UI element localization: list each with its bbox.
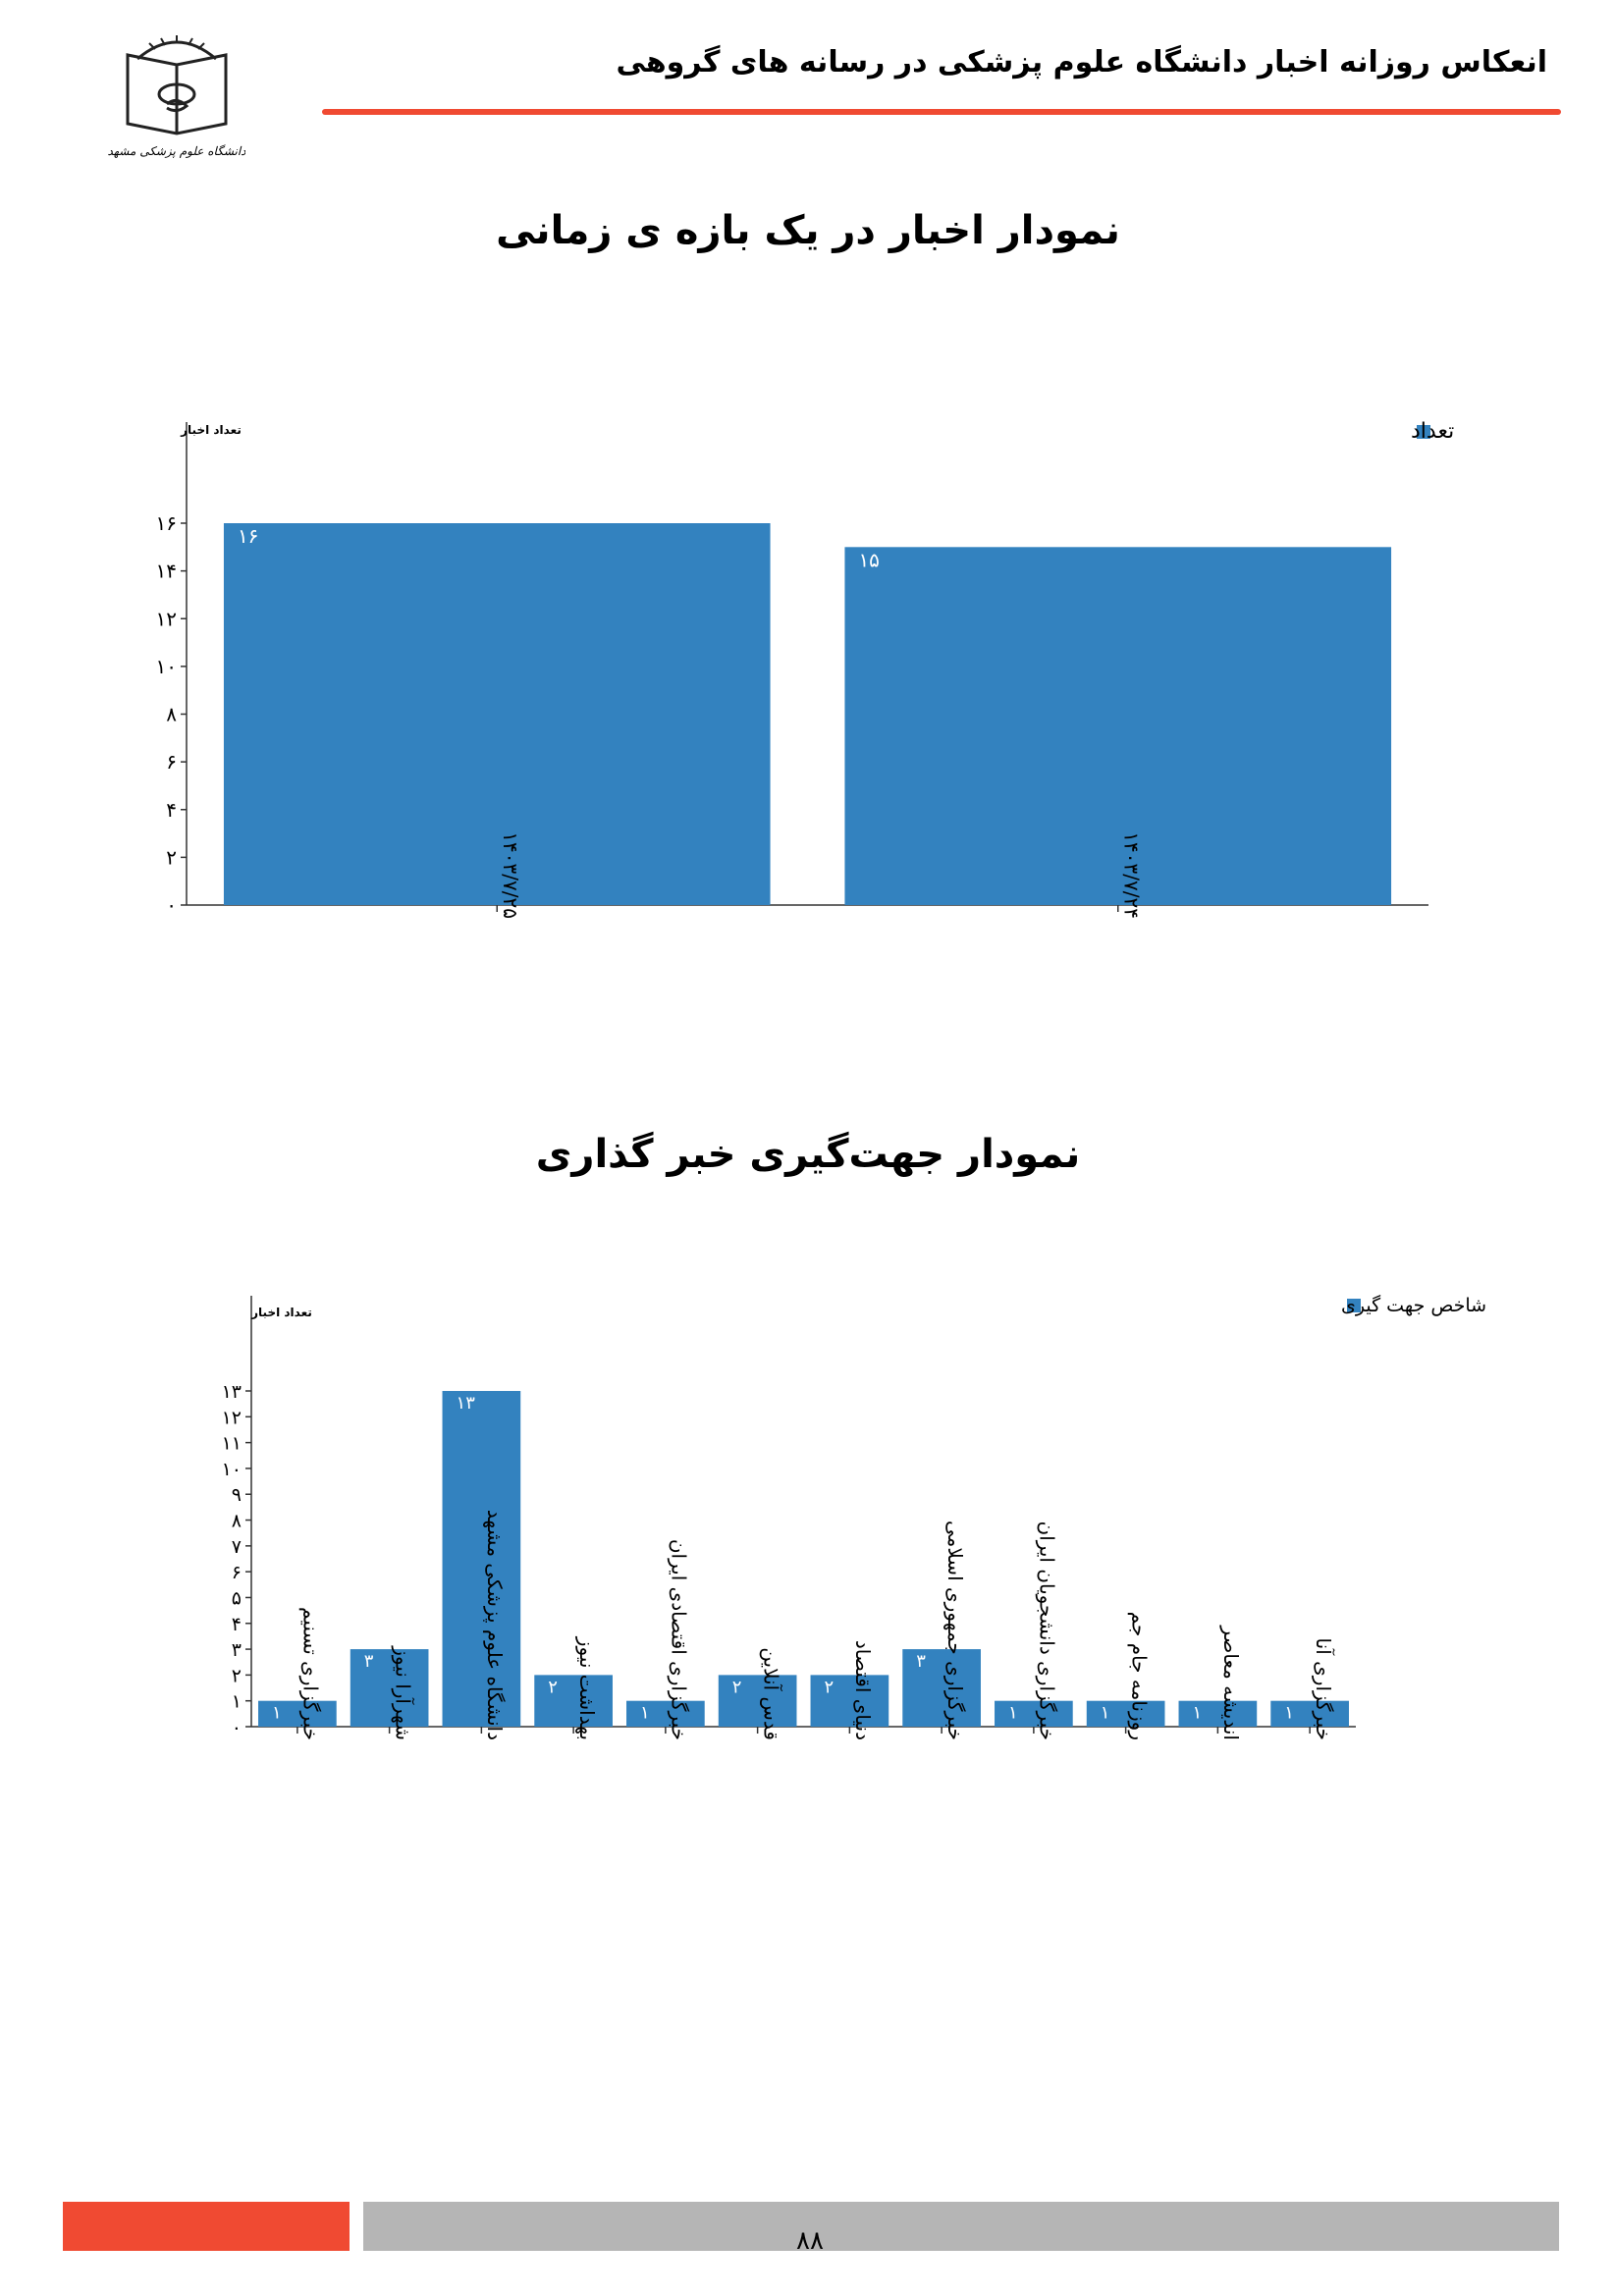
chart-2-category-label: خبرگزاری اقتصادی ایران xyxy=(668,1539,691,1740)
chart-2-y-tick-label: ۰ xyxy=(232,1717,242,1738)
chart-1-y-tick-label: ۶ xyxy=(166,750,177,774)
chart-2-y-tick-label: ۹ xyxy=(232,1484,242,1506)
chart-1-bar xyxy=(844,547,1392,905)
chart-1-title: نمودار اخبار در یک بازه ی زمانی xyxy=(496,208,1120,253)
chart-1-data-label: ۱۶ xyxy=(238,524,258,548)
chart-2-legend-label: شاخص جهت گیری xyxy=(1341,1294,1486,1316)
chart-2-category-label: اندیشه معاصر xyxy=(1219,1625,1243,1740)
logo-caption: دانشگاه علوم پزشکی مشهد xyxy=(108,144,245,158)
chart-2-y-tick-label: ۲ xyxy=(232,1665,242,1686)
chart-1: ۰ ۲ ۴ ۶ ۸ ۱۰ ۱۲ ۱۴ ۱۶ تعداد اخبار ۱۶ ۱۴۰۳/۷/۲۵ ۱۵ ۱۴۰… xyxy=(156,419,1455,919)
chart-2-legend-swatch xyxy=(1347,1299,1361,1312)
chart-1-y-tick-label: ۱۲ xyxy=(156,607,177,630)
chart-2-bar xyxy=(534,1675,613,1727)
chart-2-y-tick-label: ۵ xyxy=(232,1587,242,1609)
chart-2-y-tick-label: ۴ xyxy=(232,1614,242,1635)
chart-1-y-axis-label: تعداد اخبار xyxy=(180,423,242,437)
chart-2-category-label: روزنامه جام جم xyxy=(1127,1612,1151,1740)
chart-2-data-label: ۱ xyxy=(1284,1703,1294,1724)
chart-2-bar xyxy=(1178,1700,1258,1727)
chart-2-data-label: ۱ xyxy=(272,1703,282,1724)
chart-2-data-label: ۳ xyxy=(364,1651,374,1672)
chart-2-y-tick-label: ۱۰ xyxy=(222,1459,242,1480)
chart-1-legend-swatch xyxy=(1417,425,1430,439)
chart-1-category-label: ۱۴۰۳/۷/۲۵ xyxy=(499,831,522,919)
chart-2-category-label: بهداشت نیوز xyxy=(575,1636,599,1740)
chart-2-y-tick-label: ۳ xyxy=(232,1639,242,1661)
chart-2-data-label: ۱ xyxy=(1008,1703,1018,1724)
chart-1-data-label: ۱۵ xyxy=(858,548,879,571)
chart-1-y-tick-label: ۴ xyxy=(166,798,177,822)
chart-2-bar xyxy=(810,1675,889,1727)
chart-2-title: نمودار جهت‌گیری خبر گذاری xyxy=(535,1132,1081,1177)
chart-2-category-label: قدس آنلاین xyxy=(759,1647,783,1740)
chart-2-data-label: ۲ xyxy=(825,1677,835,1697)
chart-2-category-label: خبرگزاری تسنیم xyxy=(299,1607,323,1740)
chart-2-category-label: خبرگزاری آنا xyxy=(1312,1638,1336,1740)
chart-2-category-label: شهرآرا نیوز xyxy=(391,1645,415,1740)
header-divider xyxy=(322,109,1561,115)
chart-2-y-tick-label: ۶ xyxy=(232,1562,242,1583)
chart-2-y-tick-label: ۱۳ xyxy=(222,1381,242,1403)
footer-accent-bar xyxy=(63,2202,350,2251)
chart-1-y-tick-label: ۸ xyxy=(166,703,177,726)
chart-1-y-tick-label: ۱۴ xyxy=(156,560,177,583)
chart-2-data-label: ۱ xyxy=(1101,1703,1110,1724)
chart-2-data-label: ۱ xyxy=(1193,1703,1203,1724)
chart-1-y-tick-label: ۰ xyxy=(166,893,177,917)
chart-2-bar xyxy=(258,1700,337,1727)
chart-2-category-label: دانشگاه علوم پزشکی مشهد xyxy=(482,1510,507,1740)
chart-2-bar xyxy=(626,1700,705,1727)
chart-2-y-tick-label: ۷ xyxy=(232,1536,242,1558)
chart-2-bar xyxy=(442,1391,521,1727)
chart-1-category-label: ۱۴۰۳/۷/۲۴ xyxy=(1119,831,1143,919)
chart-2-bar xyxy=(718,1675,797,1727)
chart-2-data-label: ۲ xyxy=(548,1677,558,1697)
footer-bar xyxy=(363,2202,1559,2251)
chart-2-category-label: خبرگزاری جمهوری اسلامی xyxy=(943,1521,967,1740)
chart-2-y-tick-label: ۸ xyxy=(232,1511,242,1532)
chart-2-bar xyxy=(995,1700,1073,1727)
chart-1-legend-label: تعداد xyxy=(1411,419,1454,444)
header-title: انعکاس روزانه اخبار دانشگاه علوم پزشکی د… xyxy=(616,45,1548,80)
university-logo: دانشگاه علوم پزشکی مشهد xyxy=(107,35,246,163)
chart-2-bar xyxy=(1270,1700,1349,1727)
chart-1-bar xyxy=(223,523,771,905)
chart-2-y-axis-label: تعداد اخبار xyxy=(250,1306,312,1319)
chart-2-category-label: خبرگزاری دانشجویان ایران xyxy=(1036,1522,1059,1740)
chart-2-y-tick-label: ۱۱ xyxy=(222,1433,242,1455)
chart-2-bar xyxy=(1086,1700,1165,1727)
chart-1-y-tick-label: ۱۰ xyxy=(156,655,177,678)
page-number: ۸۸ xyxy=(796,2226,824,2256)
chart-1-y-tick-label: ۱۶ xyxy=(156,511,177,535)
chart-2-y-tick-label: ۱۲ xyxy=(222,1407,242,1428)
chart-2-bar xyxy=(350,1649,429,1727)
chart-2-bar xyxy=(902,1649,981,1727)
chart-2-data-label: ۳ xyxy=(916,1651,926,1672)
chart-2-data-label: ۱۳ xyxy=(457,1393,476,1414)
chart-2-data-label: ۱ xyxy=(640,1703,650,1724)
chart-1-y-tick-label: ۲ xyxy=(166,845,177,869)
chart-2-y-tick-label: ۱ xyxy=(232,1691,242,1713)
chart-2-data-label: ۲ xyxy=(732,1677,742,1697)
chart-2-category-label: دنیای اقتصاد xyxy=(851,1640,875,1740)
